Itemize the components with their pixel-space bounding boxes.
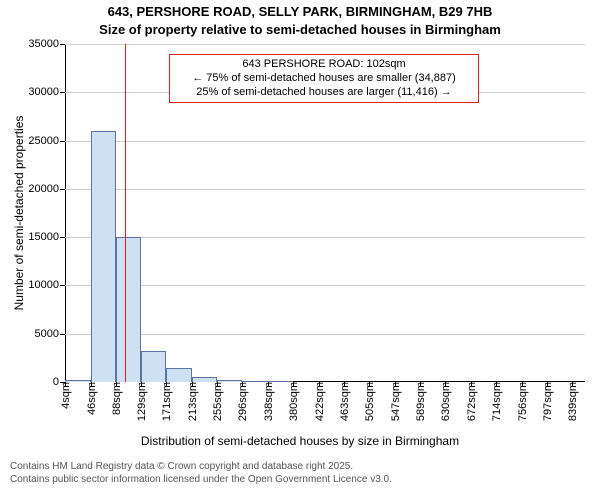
xtick-label: 88sqm — [109, 382, 123, 415]
xtick-label: 213sqm — [185, 382, 199, 421]
xtick-label: 839sqm — [565, 382, 579, 421]
gridline-h — [65, 237, 585, 238]
callout-line-2: ← 75% of semi-detached houses are smalle… — [176, 72, 472, 86]
gridline-h — [65, 141, 585, 142]
callout-box: 643 PERSHORE ROAD: 102sqm← 75% of semi-d… — [169, 54, 479, 103]
callout-line-1: 643 PERSHORE ROAD: 102sqm — [176, 58, 472, 72]
xtick-label: 756sqm — [515, 382, 529, 421]
histogram-bar — [65, 380, 91, 382]
ytick-label: 30000 — [28, 86, 65, 98]
xtick-label: 672sqm — [464, 382, 478, 421]
attribution: Contains HM Land Registry data © Crown c… — [10, 460, 392, 486]
ytick-label: 25000 — [28, 135, 65, 147]
xtick-label: 422sqm — [312, 382, 326, 421]
xtick-label: 296sqm — [235, 382, 249, 421]
xtick-label: 46sqm — [84, 382, 98, 415]
histogram-bar — [141, 351, 167, 382]
xtick-label: 630sqm — [438, 382, 452, 421]
plot-area: 050001000015000200002500030000350004sqm4… — [65, 44, 585, 382]
histogram-bar — [116, 237, 141, 382]
chart-container: 643, PERSHORE ROAD, SELLY PARK, BIRMINGH… — [0, 0, 600, 500]
x-axis-label: Distribution of semi-detached houses by … — [0, 434, 600, 448]
histogram-bar — [217, 380, 242, 382]
ytick-label: 10000 — [28, 279, 65, 291]
gridline-h — [65, 334, 585, 335]
xtick-label: 589sqm — [413, 382, 427, 421]
ytick-label: 5000 — [35, 328, 65, 340]
chart-title-subtitle: Size of property relative to semi-detach… — [0, 22, 600, 37]
histogram-bar — [91, 131, 117, 382]
histogram-bar — [192, 377, 218, 382]
ytick-label: 20000 — [28, 183, 65, 195]
xtick-label: 797sqm — [540, 382, 554, 421]
gridline-h — [65, 285, 585, 286]
property-marker-line — [125, 44, 126, 382]
xtick-label: 380sqm — [286, 382, 300, 421]
xtick-label: 505sqm — [362, 382, 376, 421]
histogram-bar — [166, 368, 192, 382]
xtick-label: 4sqm — [58, 382, 72, 409]
chart-title-address: 643, PERSHORE ROAD, SELLY PARK, BIRMINGH… — [0, 4, 600, 19]
xtick-label: 714sqm — [489, 382, 503, 421]
ytick-label: 35000 — [28, 38, 65, 50]
histogram-bar — [268, 381, 294, 382]
y-axis-line — [65, 44, 66, 382]
xtick-label: 129sqm — [134, 382, 148, 421]
y-axis-label: Number of semi-detached properties — [12, 44, 26, 382]
xtick-label: 255sqm — [210, 382, 224, 421]
xtick-label: 547sqm — [388, 382, 402, 421]
xtick-label: 171sqm — [159, 382, 173, 421]
gridline-h — [65, 189, 585, 190]
xtick-label: 463sqm — [337, 382, 351, 421]
histogram-bar — [242, 381, 268, 382]
xtick-label: 338sqm — [261, 382, 275, 421]
attribution-line1: Contains HM Land Registry data © Crown c… — [10, 460, 392, 473]
ytick-label: 15000 — [28, 231, 65, 243]
callout-line-3: 25% of semi-detached houses are larger (… — [176, 86, 472, 100]
attribution-line2: Contains public sector information licen… — [10, 473, 392, 486]
gridline-h — [65, 44, 585, 45]
